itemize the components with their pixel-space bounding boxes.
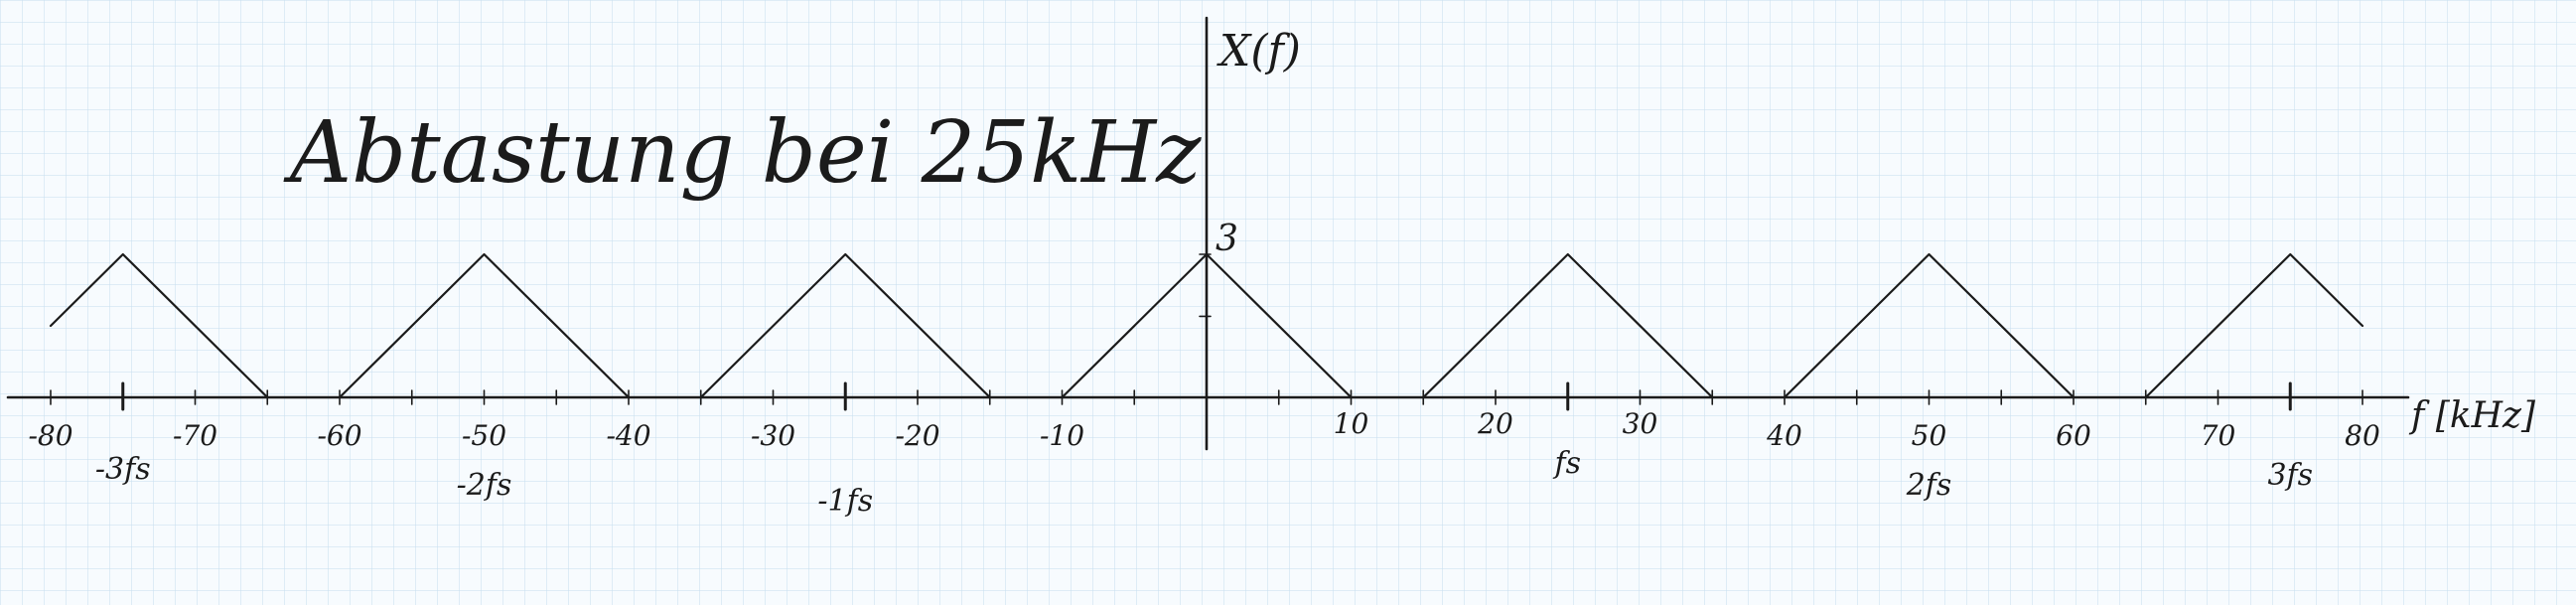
peak-value-label: 3 [1216,219,1238,259]
x-tick-label: 10 [1334,407,1369,440]
x-axis-label: f [kHz] [2408,395,2536,436]
y-axis-label: X(f) [1216,26,1301,76]
spectrum-triangle [1783,252,2075,399]
x-tick-label: -20 [895,419,939,452]
x-tick-label: 60 [2056,419,2091,452]
x-tick-label: 80 [2345,419,2380,452]
spectrum-triangle [1061,252,1353,399]
fs-multiple-label: 3fs [2267,458,2313,493]
x-tick-label: -80 [28,419,72,452]
fs-multiple-labels: -3fs -2fs -1fs fs 2fs 3fs [95,446,2313,519]
fs-multiple-label: fs [1553,446,1582,481]
fs-multiple-label: -2fs [457,468,512,503]
diagram-title: Abtastung bei 25kHz [283,103,1202,203]
fs-multiple-label: 2fs [1906,468,1952,503]
spectrum-triangle [338,252,631,399]
x-tick-label: 70 [2201,419,2236,452]
x-tick-label: -30 [751,419,795,452]
spectrum-triangle [49,252,269,399]
x-tick-label: 40 [1766,419,1802,452]
x-tick-label: 50 [1912,419,1947,452]
spectrum-triangle [699,252,991,399]
x-tick-label: 30 [1623,407,1658,440]
x-tick-label: -10 [1040,419,1084,452]
x-tick-label: 20 [1477,407,1513,440]
x-tick-labels: -80 -70 -60 -50 -40 -30 -20 -10 10 20 30 40 50 60 70 80 [28,407,2379,452]
x-tick-label: -60 [317,419,361,452]
x-tick-label: -70 [173,419,217,452]
fs-multiple-label: -3fs [95,452,151,487]
x-tick-label: -50 [462,419,506,452]
spectrum-replicas [49,252,2364,399]
spectrum-triangle [1422,252,1714,399]
x-tick-label: -40 [606,419,650,452]
fs-multiple-label: -1fs [817,484,873,519]
spectrum-triangle [2144,252,2364,399]
